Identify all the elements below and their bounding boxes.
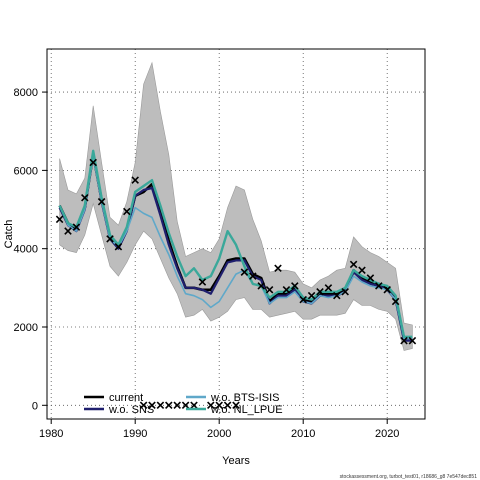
observation-point xyxy=(333,291,341,300)
observation-point xyxy=(64,227,72,235)
y-tick-label: 4000 xyxy=(14,244,38,256)
plot-frame xyxy=(46,48,426,420)
observation-point xyxy=(148,401,156,410)
observation-point xyxy=(375,282,383,290)
x-tick-label: 2000 xyxy=(207,428,231,440)
y-tick-label: 6000 xyxy=(14,165,38,177)
observation-point xyxy=(207,401,215,410)
observation-point xyxy=(265,286,274,294)
observation-point xyxy=(358,266,366,274)
observation-point xyxy=(324,284,333,292)
observation-point xyxy=(257,282,265,290)
observation-point xyxy=(291,282,299,290)
x-tick-label: 1980 xyxy=(39,428,63,440)
observation-point xyxy=(282,286,291,294)
observation-point xyxy=(173,401,181,410)
observation-point xyxy=(307,291,316,300)
observation-point xyxy=(349,260,358,269)
observation-point xyxy=(89,158,97,167)
observation-point xyxy=(232,401,240,410)
observation-point xyxy=(114,242,123,251)
observation-point xyxy=(341,287,349,296)
observation-points xyxy=(55,158,417,410)
observation-point xyxy=(165,401,173,410)
observation-point xyxy=(366,274,375,282)
observation-point xyxy=(181,401,190,410)
series-line-w-o-nl-lpue xyxy=(58,149,413,338)
observation-point xyxy=(97,197,106,206)
observation-point xyxy=(383,286,391,294)
x-axis-title: Years xyxy=(222,455,250,467)
x-tick-label: 1990 xyxy=(123,428,147,440)
footer-text: stockassessment.org, turbot_test01, r186… xyxy=(340,474,478,480)
observation-point xyxy=(198,278,207,286)
y-tick-label: 0 xyxy=(32,400,38,412)
x-tick-label: 2020 xyxy=(375,428,399,440)
legend-label-w-o-nl-lpue: w.o. NL_LPUE xyxy=(210,404,283,416)
observation-point xyxy=(131,176,139,184)
legend-label-w-o-bts-isis: w.o. BTS-ISIS xyxy=(210,392,279,404)
observation-point xyxy=(72,223,81,231)
legend-label-current: current xyxy=(109,392,143,404)
observation-point xyxy=(391,297,400,306)
observation-point xyxy=(139,401,148,410)
y-tick-label: 2000 xyxy=(14,322,38,334)
observation-point xyxy=(274,264,282,273)
confidence-band-area xyxy=(59,61,413,351)
observation-point xyxy=(240,268,249,276)
observation-point xyxy=(215,401,223,410)
y-axis: 0 2000 4000 6000 8000 xyxy=(14,87,47,412)
observation-point xyxy=(81,194,89,202)
observation-point xyxy=(223,401,232,410)
observation-point xyxy=(316,287,324,296)
x-tick-label: 2010 xyxy=(291,428,315,440)
observation-point xyxy=(123,207,131,216)
y-tick-label: 8000 xyxy=(14,87,38,99)
observation-point xyxy=(55,215,64,224)
observation-point xyxy=(156,401,165,410)
confidence-band xyxy=(59,61,413,351)
x-axis: 1980 1990 2000 2010 2020 xyxy=(39,419,399,440)
observation-point xyxy=(408,336,417,345)
observation-point xyxy=(249,272,257,280)
observation-point xyxy=(190,401,198,410)
observation-point xyxy=(299,295,307,304)
legend-label-w-o-sns: w.o. SNS xyxy=(108,404,154,416)
observation-point xyxy=(400,336,408,345)
y-axis-title: Catch xyxy=(3,220,15,249)
observation-point xyxy=(106,235,114,243)
